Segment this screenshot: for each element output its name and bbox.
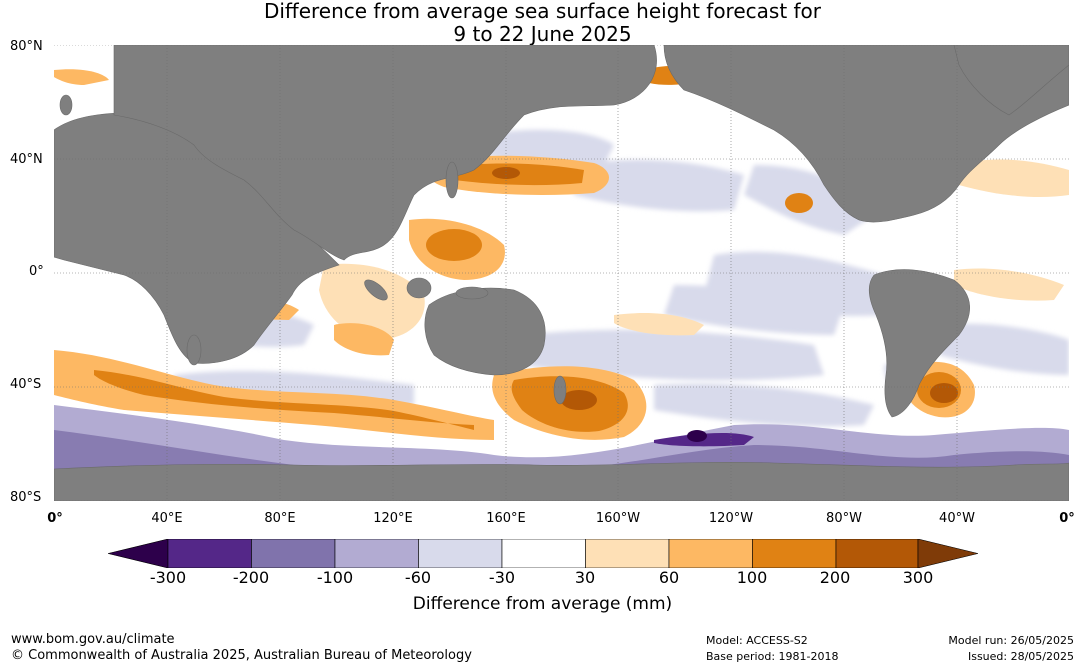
base-period: Base period: 1981-2018	[706, 650, 839, 663]
lon-label-40e: 40°E	[151, 511, 183, 526]
colorbar-label: Difference from average (mm)	[412, 594, 673, 614]
new-guinea-landmass	[455, 286, 489, 300]
colorbar-tick: -30	[488, 568, 516, 587]
new-zealand-landmass	[553, 375, 567, 405]
colorbar-swatch	[334, 539, 419, 568]
lon-label-80e: 80°E	[264, 511, 296, 526]
colorbar-tick: 100	[736, 568, 768, 587]
greenland-landmass	[953, 44, 1070, 116]
lon-label-80w: 80°W	[826, 511, 862, 526]
issued-date: Issued: 28/05/2025	[967, 650, 1074, 663]
lon-label-40w: 40°W	[939, 511, 975, 526]
lon-label-0-right: 0°	[1059, 511, 1075, 526]
south-america-landmass	[868, 269, 970, 418]
colorbar-swatch	[585, 539, 670, 568]
japan-landmass	[445, 161, 459, 199]
colorbar-tick: -300	[149, 568, 187, 587]
sea-surface-height-map	[53, 44, 1070, 502]
lon-label-160w: 160°W	[595, 511, 641, 526]
colorbar-swatch	[418, 539, 503, 568]
lat-label-80s: 80°S	[10, 490, 42, 505]
colorbar-swatch	[251, 539, 336, 568]
colorbar-tick: -100	[316, 568, 354, 587]
colorbar-swatch	[668, 539, 753, 568]
colorbar-tick: 200	[819, 568, 851, 587]
title-line-2: 9 to 22 June 2025	[453, 22, 632, 46]
land-masses	[53, 44, 1070, 502]
southern-ocean-negative-anomaly	[54, 405, 1069, 480]
madagascar-landmass	[186, 334, 202, 366]
lat-label-40s: 40°S	[10, 377, 42, 392]
lon-label-120e: 120°E	[373, 511, 413, 526]
colorbar-tick: 30	[574, 568, 596, 587]
title-line-1: Difference from average sea surface heig…	[263, 0, 822, 23]
lat-label-80n: 80°N	[10, 39, 43, 54]
copyright-notice: © Commonwealth of Australia 2025, Austra…	[11, 648, 472, 663]
colorbar-swatch-max	[917, 539, 978, 568]
model-name: Model: ACCESS-S2	[706, 634, 808, 647]
north-america-landmass	[663, 44, 1070, 223]
uk-landmass	[59, 94, 73, 116]
antarctica-landmass	[53, 461, 1070, 502]
lon-label-0-left: 0°	[47, 511, 63, 526]
colorbar-swatch	[752, 539, 837, 568]
australia-landmass	[424, 287, 546, 376]
website-link[interactable]: www.bom.gov.au/climate	[11, 632, 175, 647]
colorbar-tick: -60	[404, 568, 432, 587]
colorbar-tick: 60	[658, 568, 680, 587]
colorbar	[108, 539, 978, 568]
colorbar-swatch	[835, 539, 919, 568]
eurasia-landmass	[113, 44, 657, 261]
map-svg	[53, 44, 1070, 502]
colorbar-tick: 300	[902, 568, 934, 587]
chart-title: Difference from average sea surface heig…	[0, 0, 1085, 46]
lon-label-120w: 120°W	[708, 511, 754, 526]
sumatra-landmass	[364, 279, 388, 301]
lon-label-160e: 160°E	[486, 511, 526, 526]
lat-label-equator: 0°	[29, 264, 44, 279]
colorbar-tick: -200	[232, 568, 270, 587]
colorbar-swatch	[501, 539, 586, 568]
borneo-landmass	[406, 277, 432, 299]
lat-label-40n: 40°N	[10, 152, 43, 167]
graticule	[54, 44, 1069, 502]
colorbar-swatch	[167, 539, 252, 568]
colorbar-swatch-min	[108, 539, 169, 568]
model-run-date: Model run: 26/05/2025	[948, 634, 1074, 647]
